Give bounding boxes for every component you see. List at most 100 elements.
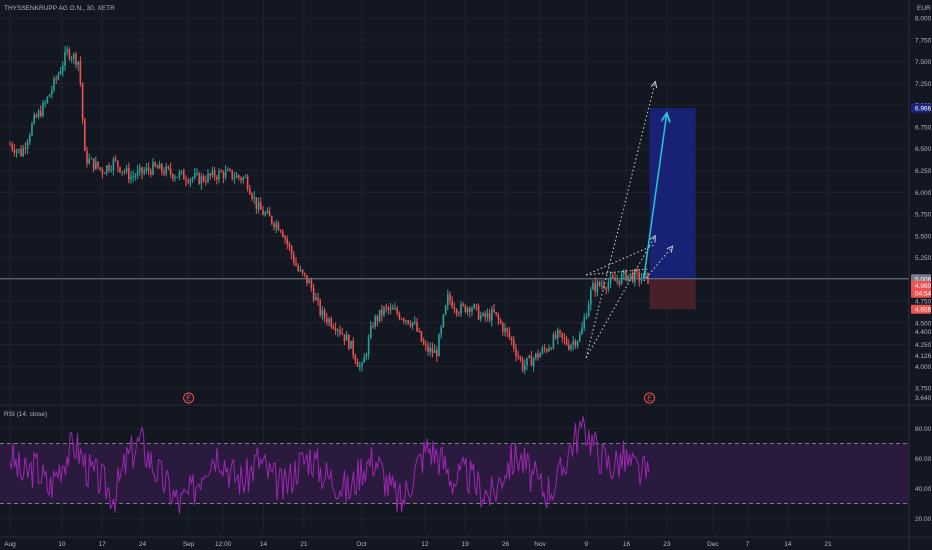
candle-body <box>596 281 599 292</box>
price-tick-label: 6.500 <box>915 146 932 153</box>
candle-body <box>48 94 51 97</box>
candle-body <box>607 282 610 289</box>
candle-body <box>400 318 403 320</box>
price-tick-label: 6.250 <box>915 168 932 175</box>
price-tick-label: 7.500 <box>915 59 932 66</box>
candle-body <box>554 334 557 339</box>
candle-body <box>409 323 412 326</box>
candle-body <box>95 161 97 170</box>
candle-body <box>134 175 137 177</box>
candle-body <box>433 350 436 354</box>
price-tick-label: 3.750 <box>915 386 932 393</box>
symbol-title[interactable]: THYSSENKRUPP AG O.N., 30, XETR <box>4 5 115 12</box>
candle-body <box>70 58 73 60</box>
candle-body <box>178 172 181 177</box>
candle-body <box>405 320 407 322</box>
candle-body <box>601 285 603 287</box>
candle-body <box>253 196 255 199</box>
candle-body <box>86 150 88 164</box>
dotted-trendline[interactable] <box>585 236 655 358</box>
candle-body <box>442 314 445 327</box>
candle-body <box>394 308 396 310</box>
candle-body <box>488 313 491 321</box>
candle-body <box>513 340 515 349</box>
candle-body <box>341 332 343 335</box>
candle-body <box>33 114 35 124</box>
dotted-trendline[interactable] <box>586 268 650 276</box>
profit-zone <box>649 108 696 279</box>
candle-body <box>546 349 548 352</box>
price-tick-label: 6.750 <box>915 124 932 131</box>
candle-body <box>167 166 170 169</box>
candle-body <box>429 347 431 352</box>
candle-body <box>59 71 62 75</box>
candle-body <box>15 150 18 153</box>
candle-body <box>301 269 304 273</box>
candle-body <box>205 181 207 183</box>
candle-body <box>244 177 247 179</box>
candle-body <box>484 313 486 318</box>
candle-body <box>227 169 229 171</box>
time-tick-label: 26 <box>502 541 510 548</box>
candle-body <box>598 281 601 286</box>
candle-body <box>257 202 260 209</box>
candle-body <box>200 176 203 185</box>
trendlines[interactable] <box>585 82 672 358</box>
candle-body <box>385 307 387 309</box>
candle-body <box>550 348 552 350</box>
dotted-trendline[interactable] <box>585 82 655 358</box>
candle-body <box>548 348 550 352</box>
time-axis[interactable]: Aug 10 17 24 Sep 12:00 14 21 Oct 12 19 26 Nov 9 16 23 De… <box>0 536 932 548</box>
candle-body <box>145 167 148 171</box>
candle-body <box>114 159 117 161</box>
candle-body <box>101 169 104 174</box>
candle-body <box>350 340 352 349</box>
time-tick-label: Nov <box>534 541 546 548</box>
candle-body <box>504 328 506 332</box>
candle-body <box>108 165 110 171</box>
candle-body <box>213 170 216 178</box>
candle-body <box>53 78 55 90</box>
candle-body <box>473 304 475 309</box>
candle-body <box>44 102 46 104</box>
candle-body <box>491 309 493 321</box>
candle-body <box>40 110 42 117</box>
candle-body <box>286 238 288 244</box>
candle-body <box>407 320 409 324</box>
candle-body <box>218 171 220 180</box>
candle-body <box>216 177 218 180</box>
candle-body <box>425 344 427 346</box>
dotted-trendline[interactable] <box>585 244 656 276</box>
candle-body <box>477 305 480 320</box>
candle-body <box>233 177 236 179</box>
candle-body <box>211 170 214 176</box>
candle-body <box>590 289 592 305</box>
candle-body <box>29 134 31 142</box>
projection-arrow[interactable] <box>643 113 667 279</box>
price-axis[interactable]: 8.0007.7507.5007.2507.0006.7506.5006.250… <box>908 0 932 550</box>
currency-label: EUR <box>917 5 931 12</box>
candle-body <box>268 211 271 217</box>
time-tick-label: 12 <box>421 541 429 548</box>
candle-body <box>471 308 473 312</box>
candle-body <box>262 209 264 215</box>
price-tick-label: 6.000 <box>915 190 932 197</box>
earnings-marker[interactable] <box>183 392 195 404</box>
candle-body <box>592 282 594 290</box>
candle-body <box>306 275 308 284</box>
rsi-title[interactable]: RSI (14, close) <box>4 411 47 418</box>
earnings-marker[interactable] <box>644 392 656 404</box>
candle-body <box>475 304 478 306</box>
time-tick-label: 7 <box>746 541 750 548</box>
candle-body <box>398 313 401 319</box>
candle-body <box>152 162 154 175</box>
candle-body <box>392 308 394 310</box>
candle-body <box>372 326 374 328</box>
candle-body <box>343 334 346 341</box>
time-tick-label: 17 <box>99 541 107 548</box>
candle-body <box>365 354 368 358</box>
candle-body <box>51 89 53 95</box>
candle-body <box>587 304 590 317</box>
